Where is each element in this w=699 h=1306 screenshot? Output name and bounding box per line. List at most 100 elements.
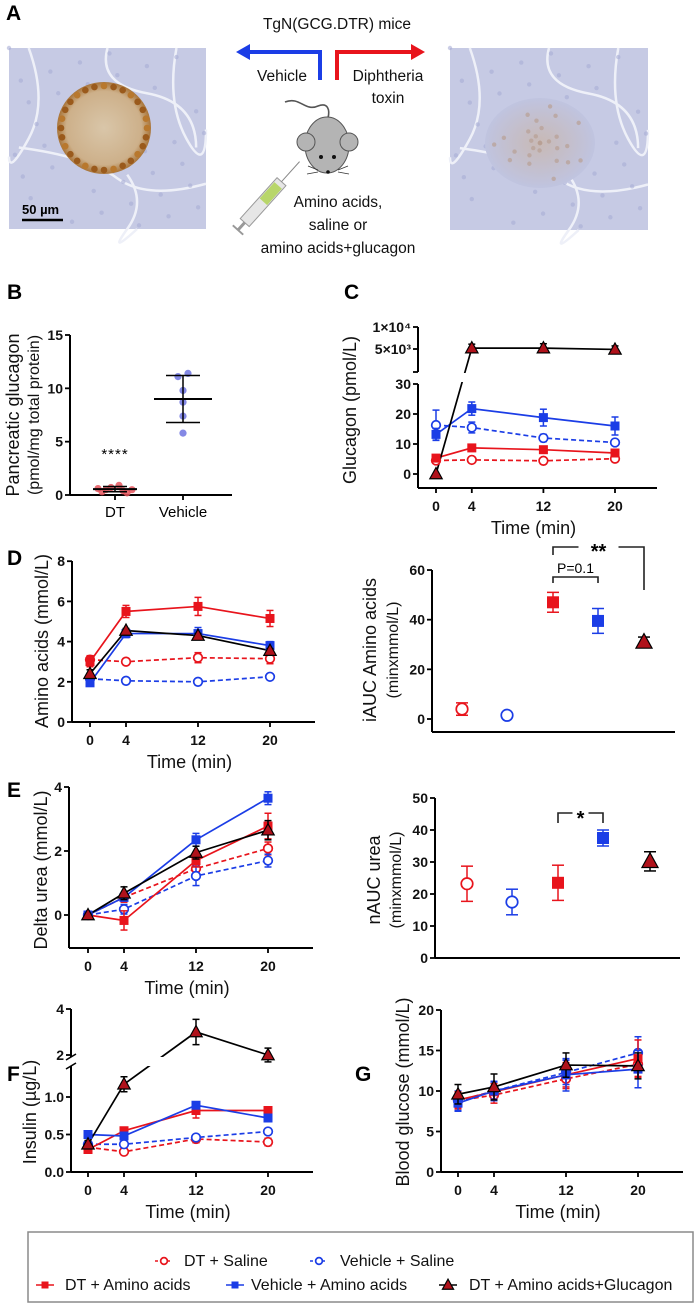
panel-f-time-course-chart: 0.0 0.5 1.0 2 4 0 4 12 20 Time (min) Insulin (µg/L…	[20, 1001, 315, 1222]
error-bar	[166, 374, 200, 424]
series-line	[435, 424, 616, 444]
nucleus	[592, 171, 597, 176]
x-category-label: Vehicle	[159, 504, 207, 521]
error-bar	[103, 485, 127, 493]
x-tick-label: 4	[468, 498, 476, 514]
series-line	[435, 457, 616, 462]
y-tick-label: 0	[420, 950, 428, 966]
nucleus	[635, 109, 641, 114]
data-point	[121, 606, 131, 616]
islet-cell	[501, 135, 507, 140]
group-point	[460, 877, 474, 891]
islet-cell	[554, 134, 559, 139]
panel-label-b: B	[7, 281, 22, 304]
nucleus	[461, 175, 467, 180]
nucleus	[107, 51, 112, 56]
data-point	[85, 678, 95, 688]
nucleus	[564, 94, 570, 100]
islet-cell	[512, 149, 517, 154]
data-point	[486, 1079, 502, 1093]
y-axis-label: nAUC urea	[364, 834, 384, 924]
nucleus	[56, 91, 61, 96]
islet	[57, 82, 151, 174]
legend-label: Vehicle + Saline	[340, 1253, 454, 1270]
x-tick-label: 0	[86, 732, 94, 748]
x-axis-label: Time (min)	[515, 1202, 600, 1222]
legend-item: DT + Saline	[155, 1253, 268, 1270]
glucagon-cell	[73, 91, 81, 99]
data-point	[191, 835, 201, 845]
series-line	[87, 859, 269, 916]
islet-cell	[526, 129, 531, 134]
islet-cell	[565, 160, 571, 165]
data-point	[179, 429, 187, 437]
y-axis-label: Amino acids (mmol/L)	[32, 554, 52, 728]
legend-marker-square	[41, 1281, 49, 1289]
x-axis-label: Time (min)	[144, 978, 229, 998]
tissue-crack	[7, 47, 40, 164]
y-tick-label: 0.5	[45, 1127, 65, 1143]
nucleus	[121, 179, 126, 185]
x-tick-label: 20	[260, 958, 276, 974]
y-tick-label: 20	[412, 886, 428, 902]
tissue-crack	[118, 173, 139, 244]
group-point	[455, 702, 469, 716]
glucagon-cell	[58, 134, 66, 141]
nucleus	[195, 205, 201, 210]
x-tick-label: 4	[490, 1182, 498, 1198]
tissue-crack	[448, 47, 481, 165]
nucleus	[578, 224, 583, 229]
series-line	[435, 447, 616, 459]
significance-label: *	[577, 808, 585, 830]
islet-cell	[547, 104, 553, 109]
islet-cell	[529, 138, 534, 143]
nucleus	[144, 63, 150, 69]
data-point	[80, 907, 96, 921]
nucleus	[519, 60, 524, 65]
data-point	[538, 432, 549, 444]
group-point	[500, 708, 514, 722]
nucleus	[18, 78, 24, 83]
data-point	[119, 1126, 129, 1136]
y-tick-label: 10	[418, 1083, 434, 1099]
mouse-icon	[284, 99, 359, 175]
nucleus	[201, 130, 207, 136]
y-tick-label: 0	[54, 907, 62, 923]
islet-cell	[539, 125, 544, 131]
x-tick-label: 20	[630, 1182, 646, 1198]
data-point	[192, 652, 204, 663]
nucleus	[594, 85, 599, 91]
nucleus	[637, 205, 643, 211]
series-line	[87, 1031, 269, 1145]
islet-image-diphtheria-toxin	[447, 45, 650, 245]
nucleus	[548, 51, 554, 56]
nucleus	[608, 215, 613, 220]
islet-cell	[527, 161, 532, 166]
panel-e-time-course-chart: 0 2 4 0 4 12 20 Time (min) Delta urea (mmol/L)	[31, 779, 313, 998]
y-tick-label: 0	[55, 487, 63, 503]
tissue-crack	[559, 174, 580, 245]
y-tick-label: 1.0	[45, 1089, 65, 1105]
series-line	[87, 825, 269, 922]
x-tick-label: 20	[607, 498, 623, 514]
y-tick-label: 8	[57, 553, 65, 569]
data-point	[558, 1057, 574, 1071]
x-tick-label: 12	[558, 1182, 574, 1198]
legend-marker-open-circle	[159, 1256, 169, 1266]
y-tick-label: 20	[418, 1002, 434, 1018]
y-tick-label: 5×10³	[375, 341, 412, 357]
data-point	[262, 1136, 274, 1148]
nucleus	[48, 69, 53, 74]
vehicle-label: Vehicle	[257, 68, 307, 85]
islet-cell	[533, 134, 538, 139]
glucagon-cell	[73, 157, 81, 165]
y-tick-label: 15	[418, 1043, 434, 1059]
y-axis-label: Insulin (µg/L)	[20, 1060, 40, 1164]
data-point	[610, 448, 620, 458]
data-point	[260, 822, 276, 836]
y-tick-label: 40	[409, 612, 425, 628]
y-tick-label: 4	[56, 1001, 64, 1017]
data-point	[431, 453, 441, 463]
glucagon-cell	[134, 98, 141, 106]
scale-bar-label: 50 µm	[22, 202, 59, 217]
